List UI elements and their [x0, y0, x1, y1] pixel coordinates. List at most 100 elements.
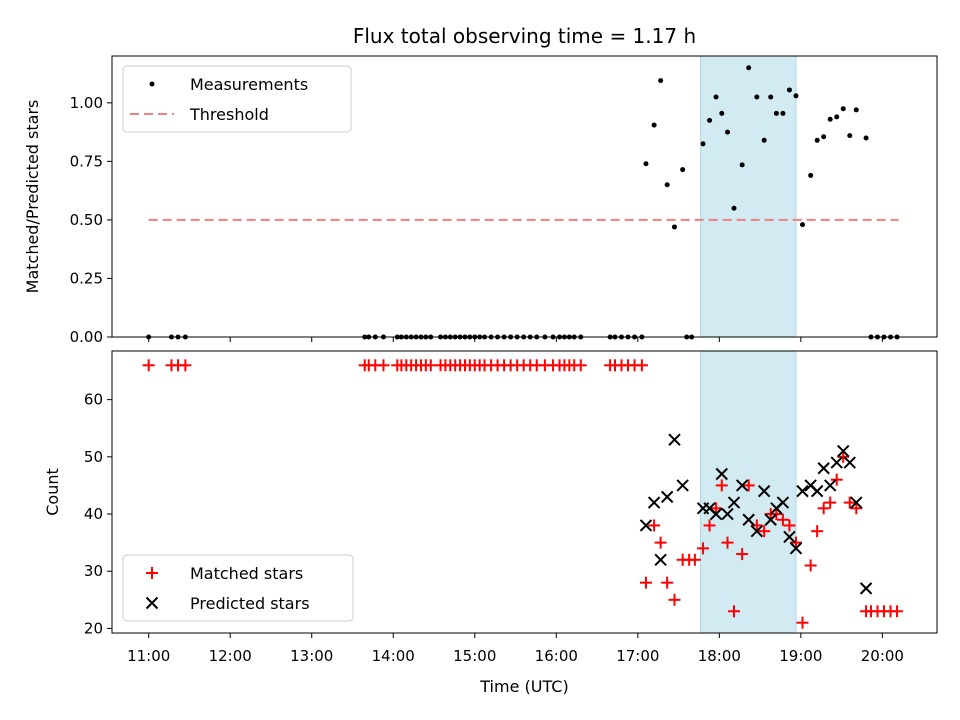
x-tick-label: 14:00 — [372, 647, 415, 665]
bottom-y-tick-label: 30 — [84, 562, 103, 580]
predicted-star-point — [639, 519, 653, 532]
measurement-point — [863, 135, 869, 141]
measurement-point — [724, 129, 730, 135]
matched-star-point — [750, 519, 763, 532]
top-y-ticks: 0.00 0.25 0.50 0.75 1.00 — [70, 94, 112, 346]
bottom-y-tick-label: 50 — [84, 448, 103, 466]
measurement-point — [739, 162, 745, 168]
legend-label-measurements: Measurements — [190, 75, 308, 94]
matched-star-point — [635, 359, 648, 372]
measurement-point — [707, 117, 713, 123]
top-panel: 0.00 0.25 0.50 0.75 1.00 Flux total observin… — [23, 24, 938, 346]
bottom-y-tick-label: 40 — [84, 505, 103, 523]
legend-cross-mark — [145, 596, 159, 610]
measurement-point — [793, 93, 799, 99]
matched-star-point — [697, 542, 710, 555]
matched-star-point — [736, 548, 749, 561]
matched-star-point — [783, 519, 796, 532]
top-legend: Measurements Threshold — [122, 65, 352, 133]
matched-star-point — [742, 479, 755, 492]
matched-star-point — [770, 508, 783, 521]
predicted-star-point — [850, 496, 863, 509]
matched-star-point — [668, 593, 681, 606]
legend-marker-matched — [146, 567, 158, 579]
predicted-star-point — [776, 496, 790, 509]
measurement-point — [799, 222, 805, 228]
x-tick-label: 13:00 — [290, 647, 333, 665]
x-tick-label: 17:00 — [616, 647, 659, 665]
matched-star-point — [703, 519, 716, 532]
matched-star-point — [179, 359, 192, 372]
matched-star-point — [661, 576, 674, 589]
measurement-point — [761, 137, 767, 143]
predicted-star-point — [830, 456, 843, 469]
measurement-point — [719, 110, 725, 116]
predicted-star-point — [660, 490, 674, 504]
top-y-tick-label: 0.50 — [70, 211, 103, 229]
legend-label-predicted: Predicted stars — [190, 594, 310, 613]
x-tick-label: 15:00 — [453, 647, 496, 665]
bottom-shaded-span — [700, 350, 797, 634]
measurement-point — [834, 114, 840, 120]
predicted-star-point — [654, 553, 667, 566]
measurement-point — [821, 134, 827, 140]
matched-star-point — [804, 559, 817, 572]
bottom-panel: 20 30 40 50 60 11:00 12:00 13:00 14:00 15:00 16:0… — [43, 350, 938, 696]
x-tick-label: 12:00 — [209, 647, 252, 665]
predicted-star-point — [742, 513, 755, 526]
matched-star-point — [710, 502, 723, 515]
bottom-legend-box — [122, 554, 354, 622]
predicted-star-point — [727, 496, 741, 509]
measurement-point — [847, 133, 853, 139]
bottom-y-tick-label: 60 — [84, 391, 103, 409]
measurement-point — [786, 87, 792, 93]
bottom-legend: Matched stars Predicted stars — [122, 554, 354, 622]
matched-star-point — [776, 513, 789, 526]
matched-star-point — [891, 605, 904, 618]
bottom-axes-frame — [111, 350, 938, 634]
measurement-point — [853, 107, 859, 113]
matched-points — [142, 359, 904, 629]
matched-star-point — [728, 605, 741, 618]
matched-star-point — [796, 616, 809, 629]
top-y-tick-label: 1.00 — [70, 94, 103, 112]
x-tick-label: 20:00 — [861, 647, 904, 665]
top-y-tick-label: 0.75 — [70, 152, 103, 170]
predicted-star-point — [757, 484, 771, 498]
legend-label-threshold: Threshold — [189, 105, 269, 124]
bottom-x-ticks: 11:00 12:00 13:00 14:00 15:00 16:00 17:00 18:00… — [127, 633, 904, 665]
matched-star-point — [843, 496, 856, 509]
legend-marker-measurements — [149, 81, 155, 87]
predicted-star-point — [764, 513, 777, 526]
predicted-points — [639, 433, 873, 595]
top-axes-frame — [111, 55, 938, 338]
chart-title: Flux total observing time = 1.17 h — [353, 24, 696, 48]
measurement-point — [768, 94, 774, 100]
matched-star-point — [721, 536, 734, 549]
measurement-point — [680, 167, 686, 173]
predicted-star-point — [796, 484, 809, 498]
top-legend-box — [122, 65, 352, 133]
top-x-ticks — [148, 337, 883, 342]
bottom-y-tick-label: 20 — [84, 619, 103, 637]
predicted-star-point — [823, 479, 837, 492]
measurement-point — [754, 94, 760, 100]
measurement-point — [746, 65, 752, 71]
matched-star-point — [377, 359, 390, 372]
matched-star-point — [850, 502, 863, 515]
x-tick-label: 16:00 — [535, 647, 578, 665]
matched-star-point — [830, 473, 843, 486]
predicted-star-point — [647, 496, 661, 509]
measurement-point — [780, 110, 786, 116]
predicted-star-point — [735, 479, 749, 492]
predicted-star-point — [859, 582, 873, 595]
measurement-point — [713, 94, 719, 100]
measurement-point — [700, 141, 706, 147]
matched-star-point — [758, 525, 771, 538]
measurement-point — [643, 161, 649, 167]
x-tick-label: 11:00 — [127, 647, 170, 665]
predicted-star-point — [837, 444, 850, 458]
top-y-axis-label: Matched/Predicted stars — [23, 100, 42, 294]
predicted-star-point — [789, 542, 803, 555]
